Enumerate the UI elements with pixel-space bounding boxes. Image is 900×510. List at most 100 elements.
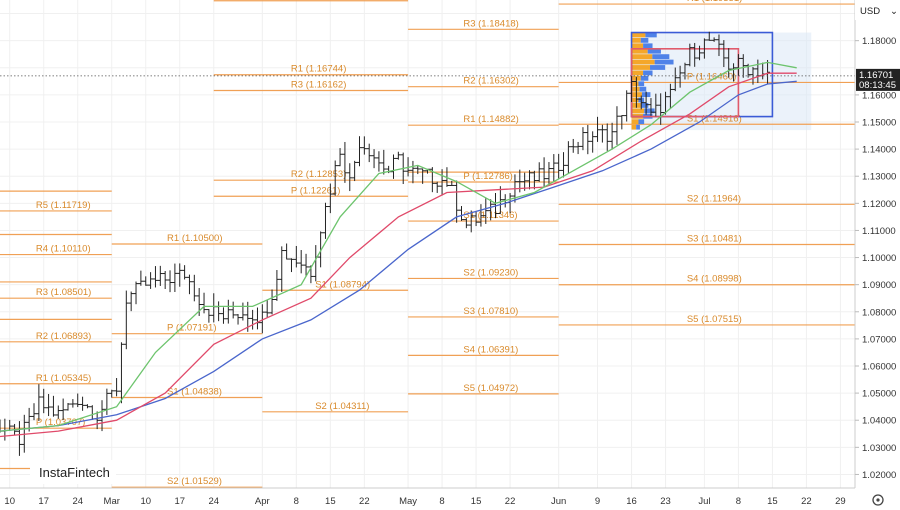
time-axis-tick-label: 9 bbox=[595, 496, 600, 507]
pivot-level-label: R5 (1.11719) bbox=[36, 200, 91, 211]
current-price-value: 1.16701 bbox=[859, 70, 893, 81]
volume-profile-bar-a bbox=[631, 43, 644, 49]
pivot-level-label: S2 (1.04311) bbox=[315, 401, 369, 412]
time-axis-tick-label: 22 bbox=[505, 496, 516, 507]
time-axis-tick-label: 8 bbox=[736, 496, 741, 507]
pivot-level-label: S2 (1.09230) bbox=[463, 267, 518, 278]
price-axis-tick-label: 1.09000 bbox=[862, 280, 896, 291]
pivot-level-label: S1 (1.08794) bbox=[315, 279, 370, 290]
pivot-level-label: R1 (1.16744) bbox=[291, 64, 346, 75]
time-axis-tick-label: 24 bbox=[72, 496, 83, 507]
pivot-level-label: S4 (1.08998) bbox=[687, 274, 742, 285]
price-axis-tick-label: 1.03000 bbox=[862, 443, 896, 454]
volume-profile-bar-a bbox=[631, 119, 639, 125]
time-axis-tick-label: 23 bbox=[660, 496, 671, 507]
volume-profile-bar-a bbox=[631, 37, 641, 43]
pivot-level-label: R1 (1.05345) bbox=[36, 373, 91, 384]
pivot-levels: R2 (1.20211)R4 (1.19471)R3 (1.18418)R1 (… bbox=[0, 0, 855, 488]
volume-profile-bar-b bbox=[636, 124, 640, 130]
brand-logo-background bbox=[30, 460, 116, 484]
volume-profile-bar-a bbox=[631, 81, 639, 87]
volume-profile-bar-b bbox=[640, 75, 649, 81]
chevron-down-icon[interactable]: ⌄ bbox=[890, 6, 898, 17]
pivot-level-label: P (1.12261) bbox=[291, 185, 340, 196]
moving-average-fast bbox=[0, 61, 797, 432]
pivot-level-label: P (1.03707) bbox=[36, 417, 85, 428]
time-axis-tick-label: Mar bbox=[104, 496, 120, 507]
pivot-level-label: R3 (1.08501) bbox=[36, 287, 91, 298]
currency-label[interactable]: USD bbox=[860, 6, 880, 17]
volume-profile-bar-b bbox=[654, 59, 674, 65]
candle-countdown: 08:13:45 bbox=[859, 80, 896, 91]
volume-profile-bar-b bbox=[644, 108, 655, 114]
pivot-level-label: S5 (1.04972) bbox=[463, 383, 518, 394]
time-axis-tick-label: 29 bbox=[835, 496, 846, 507]
volume-profile-bar-b bbox=[638, 119, 645, 125]
price-axis-tick-label: 1.04000 bbox=[862, 416, 896, 427]
time-axis-tick-label: 15 bbox=[325, 496, 336, 507]
volume-profile-bar-a bbox=[631, 48, 648, 54]
pivot-level-label: S5 (1.07515) bbox=[687, 314, 742, 325]
time-axis[interactable] bbox=[0, 488, 900, 510]
price-axis-tick-label: 1.15000 bbox=[862, 118, 896, 129]
volume-profile-bar-a bbox=[631, 54, 653, 60]
settings-gear-icon[interactable] bbox=[872, 494, 884, 506]
pivot-level-label: S3 (1.07810) bbox=[463, 306, 518, 317]
pivot-level-label: R1 (1.10500) bbox=[167, 233, 222, 244]
volume-profile-bar-b bbox=[640, 37, 649, 43]
price-axis-tick-label: 1.12000 bbox=[862, 199, 896, 210]
volume-profile-bar-b bbox=[643, 70, 653, 76]
price-axis-tick-label: 1.18000 bbox=[862, 36, 896, 47]
ohlc-bars bbox=[0, 31, 771, 456]
time-axis-ticks: 10 17 24 Mar 10 17 24 Apr 8 15 22 May 8 15 22 Jun 9 16 23 J… bbox=[4, 496, 845, 507]
time-axis-tick-label: 8 bbox=[294, 496, 299, 507]
current-price-tag: 1.16701 08:13:45 bbox=[856, 68, 900, 91]
volume-profile-bar-a bbox=[631, 59, 655, 65]
time-axis-tick-label: 15 bbox=[767, 496, 778, 507]
volume-profile-bar-a bbox=[631, 70, 644, 76]
currency-selector[interactable]: USD ⌄ bbox=[855, 0, 900, 20]
pivot-level-label: R2 (1.06893) bbox=[36, 331, 91, 342]
price-axis-tick-label: 1.16000 bbox=[862, 90, 896, 101]
pivot-level-label: S3 (1.10481) bbox=[687, 234, 742, 245]
time-axis-tick-label: 24 bbox=[208, 496, 219, 507]
moving-average-slow bbox=[0, 80, 797, 432]
volume-profile-bar-a bbox=[631, 124, 637, 130]
time-axis-tick-label: Apr bbox=[255, 496, 270, 507]
time-axis-tick-label: 22 bbox=[359, 496, 370, 507]
volume-profile-bar-a bbox=[631, 65, 651, 70]
volume-profile-bar-b bbox=[638, 81, 645, 87]
pivot-level-label: P (1.12786) bbox=[463, 171, 512, 182]
pivot-level-label: R3 (1.18418) bbox=[463, 18, 518, 29]
time-axis-tick-label: 15 bbox=[471, 496, 482, 507]
currency-selector-box[interactable] bbox=[855, 0, 900, 20]
price-axis-tick-label: 1.10000 bbox=[862, 253, 896, 264]
pivot-level-label: R4 (1.19471) bbox=[291, 0, 346, 1]
pivot-level-label: S1 (1.14916) bbox=[687, 113, 742, 124]
time-axis-tick-label: May bbox=[399, 496, 417, 507]
time-axis-tick-label: 17 bbox=[174, 496, 185, 507]
price-axis-tick-label: 1.14000 bbox=[862, 145, 896, 156]
volume-profile-bar-a bbox=[631, 108, 645, 114]
price-axis-tick-label: 1.08000 bbox=[862, 307, 896, 318]
volume-profile-bar-b bbox=[640, 103, 649, 108]
pivot-level-label: S1 (1.04838) bbox=[167, 387, 222, 398]
time-axis-tick-label: 22 bbox=[801, 496, 812, 507]
time-axis-tick-label: Jun bbox=[551, 496, 566, 507]
pivot-level-label: R2 (1.12853) bbox=[291, 169, 346, 180]
time-axis-tick-label: 17 bbox=[38, 496, 49, 507]
time-axis-tick-label: 10 bbox=[140, 496, 151, 507]
volume-profile-bar-a bbox=[631, 32, 646, 38]
price-axis-tick-label: 1.02000 bbox=[862, 470, 896, 481]
pivot-level-label: R4 (1.10110) bbox=[36, 244, 91, 255]
volume-profile-bar-b bbox=[647, 48, 661, 54]
price-axis-ticks: 1.18000 1.16000 1.15000 1.14000 1.13000 1.120… bbox=[855, 36, 896, 481]
pivot-level-label: R1 (1.14882) bbox=[463, 114, 518, 125]
price-tag-box bbox=[856, 68, 900, 91]
price-axis-tick-label: 1.06000 bbox=[862, 362, 896, 373]
moving-averages bbox=[0, 61, 797, 438]
time-axis-tick-label: Jul bbox=[698, 496, 710, 507]
pivot-level-label: P (1.16460) bbox=[687, 71, 736, 82]
volume-profile-bar-b bbox=[652, 54, 670, 60]
